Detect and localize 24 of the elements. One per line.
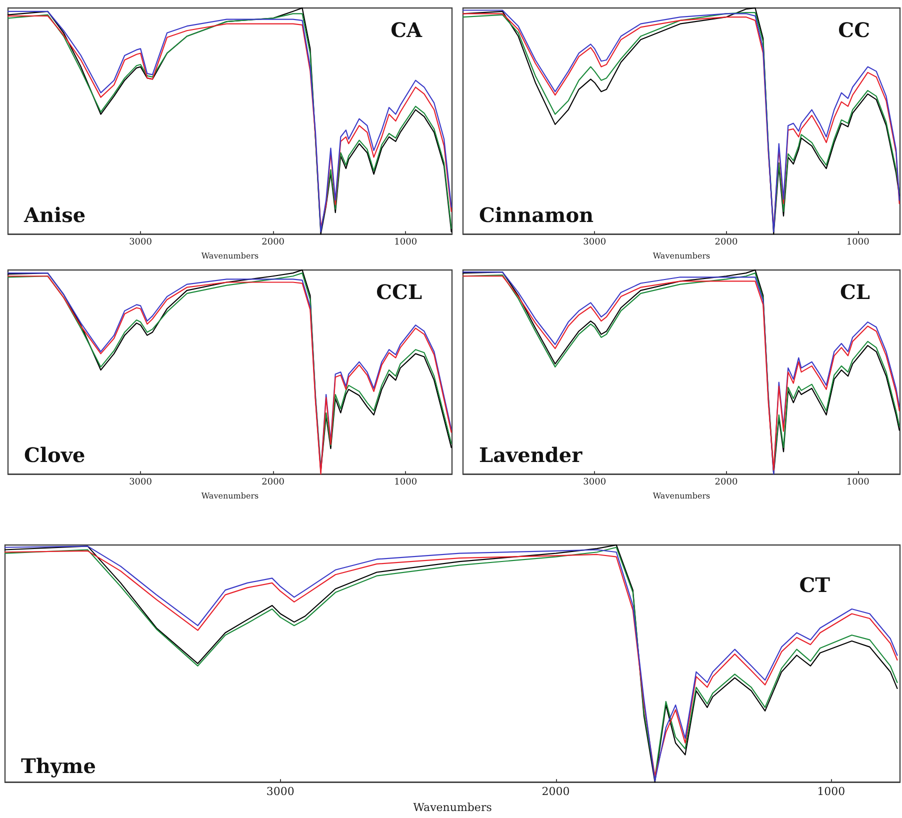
- x-tick-label: 3000: [129, 478, 152, 488]
- x-tick-label: 1000: [846, 238, 870, 248]
- x-tick-label: 2000: [262, 238, 285, 248]
- x-tick-label: 1000: [817, 785, 846, 798]
- x-tick-label: 1000: [846, 478, 870, 488]
- x-tick-label: 1000: [394, 478, 418, 488]
- annotation: CCL: [376, 280, 422, 304]
- annotation: Clove: [24, 443, 86, 467]
- x-axis-title: Wavenumbers: [413, 801, 492, 814]
- x-tick-label: 3000: [266, 785, 294, 798]
- annotation: Thyme: [21, 754, 96, 778]
- x-tick-label: 2000: [542, 785, 570, 798]
- x-tick-label: 2000: [714, 478, 738, 488]
- x-axis-title: Wavenumbers: [652, 252, 710, 260]
- x-tick-label: 2000: [262, 478, 285, 488]
- x-axis-title: Wavenumbers: [201, 492, 259, 500]
- x-tick-label: 2000: [714, 238, 738, 248]
- x-tick-label: 3000: [583, 478, 606, 488]
- x-tick-label: 1000: [394, 238, 418, 248]
- annotation: CT: [799, 573, 830, 597]
- x-axis-title: Wavenumbers: [201, 252, 259, 260]
- x-axis-title: Wavenumbers: [652, 492, 710, 500]
- x-tick-label: 3000: [129, 238, 152, 248]
- x-tick-label: 3000: [583, 238, 606, 248]
